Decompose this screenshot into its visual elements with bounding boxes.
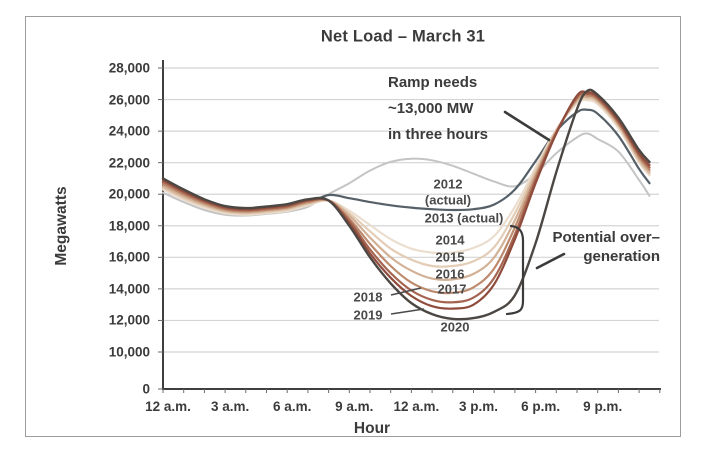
y-axis-label: Megawatts [53, 186, 70, 266]
label-pointer-2018 [390, 287, 422, 296]
series-label-2018: 2018 [353, 289, 383, 305]
x-tick-label-6am: 6 a.m. [273, 399, 312, 414]
series-label-2020: 2020 [440, 319, 470, 335]
y-tick-label-16,000: 16,000 [108, 249, 150, 265]
x-tick-label-9pm: 9 p.m. [583, 399, 623, 414]
overgeneration-pointer-line [535, 252, 566, 270]
ramp-annotation-line2: ~13,000 MW [388, 100, 474, 117]
x-axis-label: Hour [353, 420, 391, 437]
series-label-2017: 2017 [437, 281, 467, 297]
x-tick-label-12am: 12 a.m. [393, 399, 440, 414]
y-tick-label-18,000: 18,000 [108, 218, 150, 234]
y-tick-label-0: 0 [142, 381, 150, 397]
y-tick-label-14,000: 14,000 [108, 281, 150, 297]
label-pointer-2019 [390, 308, 425, 315]
x-tick-label-3am: 3 a.m. [210, 399, 250, 414]
ramp-annotation-line3: in three hours [388, 126, 489, 143]
overgeneration-annotation-line2: generation [583, 248, 660, 265]
series-label-2016: 2016 [435, 266, 465, 282]
chart-title: Net Load – March 31 [320, 27, 486, 46]
y-tick-label-10,000: 10,000 [108, 344, 150, 360]
ramp-annotation: Ramp needs ~13,000 MW in three hours [388, 70, 488, 148]
series-label-2013-actual-: 2013 (actual) [424, 210, 504, 226]
y-tick-label-22,000: 22,000 [108, 155, 150, 171]
ramp-pointer-line [503, 110, 551, 142]
overgeneration-annotation-line1: Potential over– [552, 229, 660, 246]
y-tick-label-24,000: 24,000 [108, 123, 150, 139]
y-tick-label-12,000: 12,000 [108, 312, 150, 328]
y-tick-label-26,000: 26,000 [108, 92, 150, 108]
overgeneration-bracket [505, 224, 525, 316]
series-label-2012-actual-: 2012 [433, 176, 463, 192]
x-tick-label-12am: 12 a.m. [145, 399, 191, 414]
y-tick-label-20,000: 20,000 [108, 186, 150, 202]
x-tick-label-9am: 9 a.m. [335, 399, 374, 414]
x-tick-label-6pm: 6 p.m. [521, 399, 561, 414]
overgeneration-annotation: Potential over– generation [552, 228, 660, 266]
series-label-2012-actual--2: (actual) [424, 192, 472, 208]
series-label-2015: 2015 [435, 249, 465, 265]
series-label-2014: 2014 [435, 232, 465, 248]
curve-2020 [161, 88, 651, 321]
y-tick-label-28,000: 28,000 [108, 60, 150, 76]
ramp-annotation-line1: Ramp needs [388, 74, 478, 91]
series-label-2019: 2019 [353, 307, 383, 323]
x-tick-label-3pm: 3 p.m. [458, 399, 499, 414]
